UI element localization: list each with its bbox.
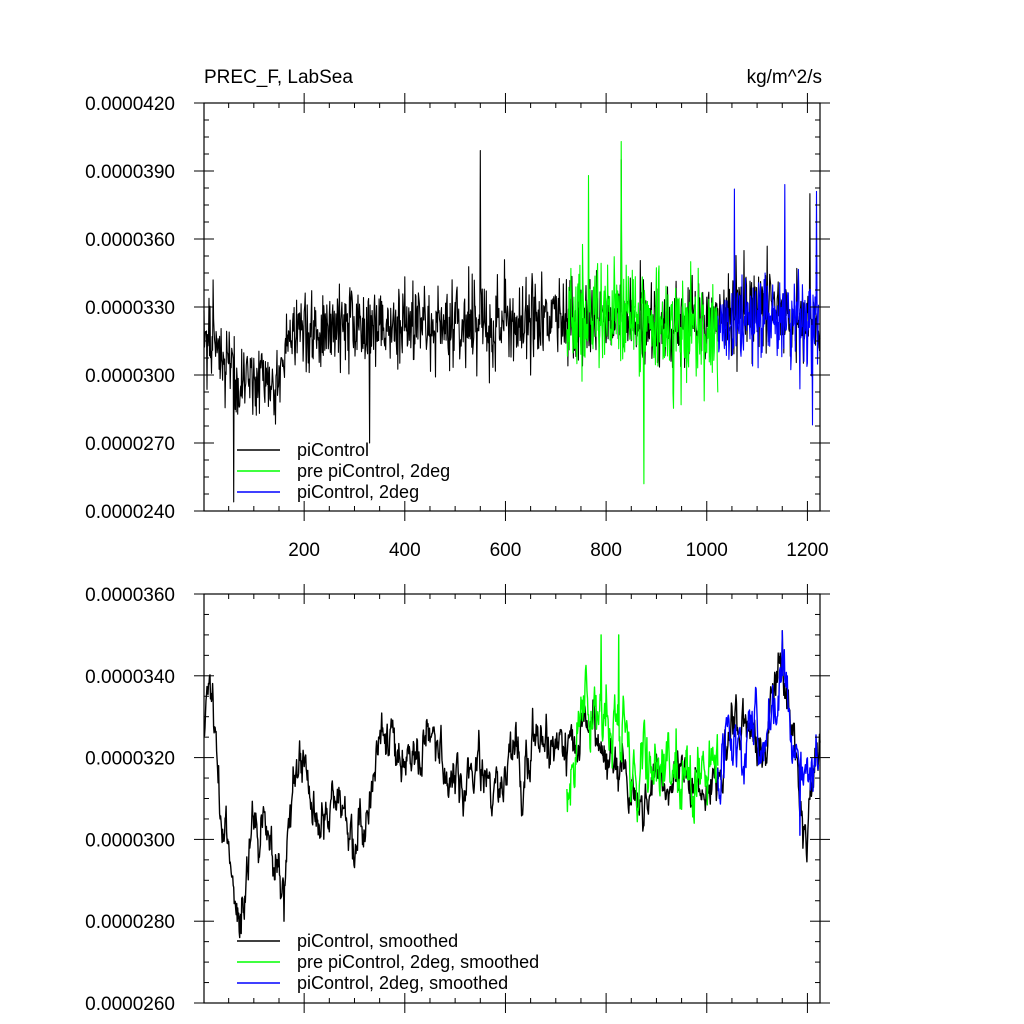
legend-label: piControl, 2deg	[297, 482, 419, 502]
x-tick-label: 400	[389, 540, 421, 561]
y-tick-label: 0.0000280	[85, 912, 175, 933]
top-panel: 200 400 600 800 1000 1200 0.0000240 0.0000270 0.…	[85, 93, 830, 561]
series-line-2	[717, 184, 820, 426]
y-tick-label: 0.0000420	[85, 94, 175, 115]
legend-label: pre piControl, 2deg	[297, 461, 450, 481]
y-tick-label: 0.0000360	[85, 585, 175, 606]
series-line-2	[717, 630, 820, 836]
bottom-panel: 0.0000260 0.0000280 0.0000300 0.0000320 0.00…	[85, 584, 830, 1015]
y-tick-label: 0.0000390	[85, 162, 175, 183]
x-tick-label: 600	[490, 540, 522, 561]
units-label: kg/m^2/s	[747, 67, 822, 88]
x-tick-label: 1000	[686, 540, 728, 561]
legend-label: piControl, smoothed	[297, 931, 458, 951]
y-tick-label: 0.0000300	[85, 366, 175, 387]
series-line-1	[566, 634, 719, 824]
x-tick-label: 800	[590, 540, 622, 561]
x-tick-label: 1200	[786, 540, 828, 561]
legend-label: piControl, 2deg, smoothed	[297, 973, 508, 993]
series-line-1	[566, 140, 719, 485]
y-tick-label: 0.0000240	[85, 502, 175, 523]
legend-label: pre piControl, 2deg, smoothed	[297, 952, 539, 972]
series-line-0	[203, 630, 821, 939]
y-tick-label: 0.0000360	[85, 230, 175, 251]
y-tick-label: 0.0000320	[85, 749, 175, 770]
y-tick-label: 0.0000330	[85, 298, 175, 319]
x-tick-label: 200	[288, 540, 320, 561]
legend-label: piControl	[297, 440, 369, 460]
y-tick-label: 0.0000300	[85, 830, 175, 851]
y-tick-label: 0.0000340	[85, 667, 175, 688]
chart-title: PREC_F, LabSea	[204, 67, 353, 88]
y-tick-label: 0.0000270	[85, 434, 175, 455]
y-tick-label: 0.0000260	[85, 994, 175, 1015]
